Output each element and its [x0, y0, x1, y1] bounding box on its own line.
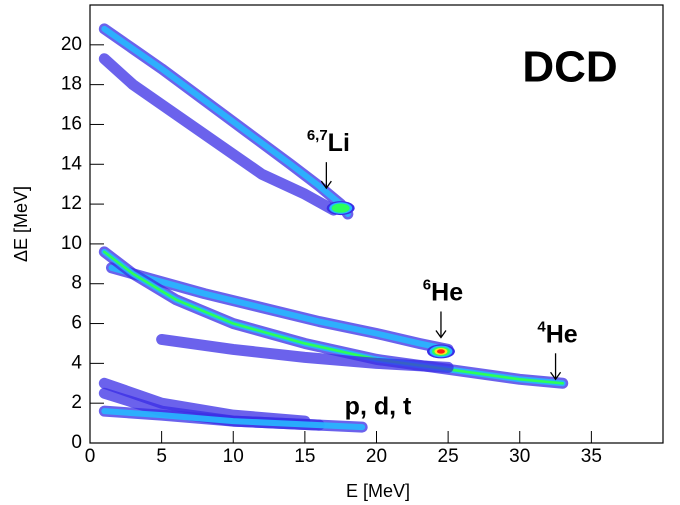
- annotation-sup: 6: [423, 276, 431, 293]
- y-tick-label: 2: [71, 392, 82, 413]
- hotspot: [436, 349, 445, 354]
- annotation-text: He: [546, 320, 578, 348]
- track: [103, 250, 565, 385]
- y-axis-label: ΔE [MeV]: [11, 186, 31, 262]
- x-axis-label: E [MeV]: [346, 481, 410, 501]
- arrow-head: [435, 330, 447, 339]
- track: [156, 333, 454, 373]
- annotation-sup: 4: [537, 318, 546, 335]
- track: [101, 408, 366, 431]
- track: [101, 25, 351, 218]
- y-tick-label: 12: [61, 193, 82, 214]
- annotation-text: Li: [328, 129, 350, 157]
- y-tick-label: 6: [71, 313, 82, 334]
- arrow-head: [320, 180, 332, 190]
- track: [98, 53, 340, 216]
- y-tick-label: 0: [71, 432, 82, 453]
- y-tick-label: 16: [61, 113, 82, 134]
- particle-label: p, d, t: [345, 393, 412, 421]
- annotation-text: He: [431, 278, 463, 306]
- annotation: 6He: [423, 276, 463, 306]
- x-tick-label: 25: [438, 446, 459, 467]
- arrow-head: [550, 371, 562, 381]
- y-tick-label: 20: [61, 34, 82, 55]
- annotation-sup: 6,7: [307, 127, 328, 144]
- y-tick-label: 10: [61, 233, 82, 254]
- x-tick-label: 0: [85, 446, 96, 467]
- x-tick-label: 5: [156, 446, 167, 467]
- x-tick-label: 35: [581, 446, 602, 467]
- x-tick-label: 15: [294, 446, 315, 467]
- annotation: 6,7Li: [307, 127, 350, 157]
- track: [108, 264, 452, 353]
- hotspot: [331, 203, 350, 213]
- y-tick-label: 4: [71, 352, 82, 373]
- x-tick-label: 20: [366, 446, 387, 467]
- y-tick-label: 18: [61, 74, 82, 95]
- y-tick-label: 8: [71, 273, 82, 294]
- y-tick-label: 14: [61, 153, 83, 174]
- x-tick-label: 10: [223, 446, 244, 467]
- annotation: 4He: [537, 318, 577, 348]
- plot-area: [98, 23, 569, 433]
- x-tick-label: 30: [509, 446, 530, 467]
- chart-title: DCD: [522, 43, 617, 92]
